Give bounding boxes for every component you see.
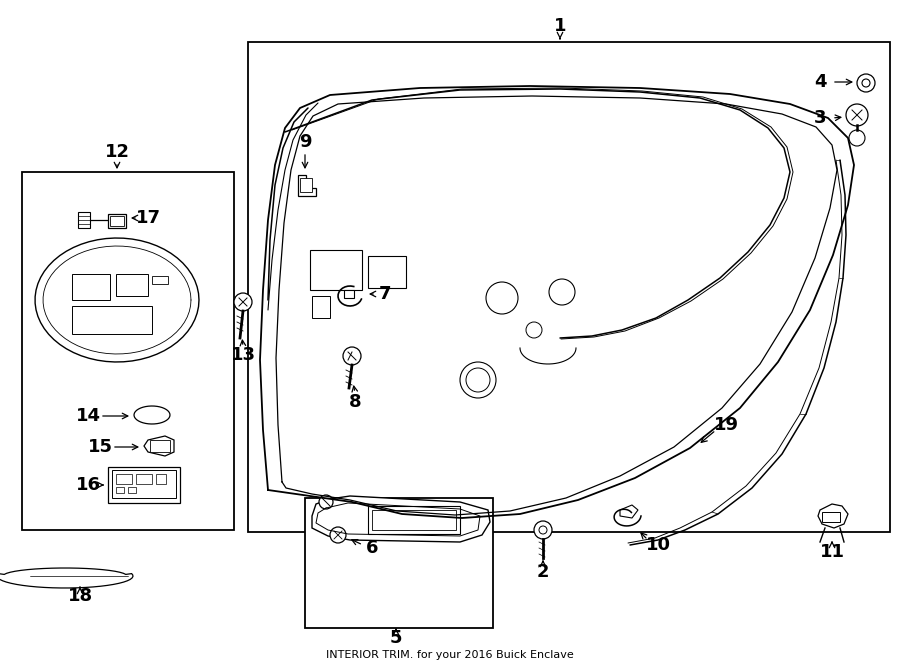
Text: 16: 16	[76, 476, 101, 494]
Bar	[300, 178, 312, 192]
Text: 13: 13	[230, 346, 256, 364]
Circle shape	[534, 521, 552, 539]
Text: 6: 6	[365, 539, 378, 557]
Text: 18: 18	[68, 587, 93, 605]
Bar	[372, 510, 456, 530]
Polygon shape	[134, 406, 170, 424]
Text: 3: 3	[814, 109, 826, 127]
Bar	[108, 467, 180, 503]
Circle shape	[549, 279, 575, 305]
Circle shape	[849, 130, 865, 146]
Circle shape	[862, 79, 870, 87]
Bar	[72, 274, 110, 300]
Bar	[156, 474, 166, 484]
Polygon shape	[0, 568, 133, 588]
Bar	[152, 276, 168, 284]
Circle shape	[539, 526, 547, 534]
Bar	[72, 306, 152, 334]
Bar	[116, 474, 132, 484]
Circle shape	[343, 347, 361, 365]
Text: 2: 2	[536, 563, 549, 581]
Text: 15: 15	[87, 438, 112, 456]
Text: 14: 14	[76, 407, 101, 425]
Polygon shape	[144, 436, 174, 456]
Bar	[136, 474, 152, 484]
Text: 10: 10	[645, 536, 670, 554]
Bar	[312, 296, 330, 318]
Polygon shape	[298, 175, 316, 196]
Bar	[822, 512, 840, 522]
Circle shape	[846, 104, 868, 126]
Bar	[108, 214, 126, 228]
Text: 5: 5	[390, 629, 402, 647]
Text: 7: 7	[379, 285, 392, 303]
Bar	[116, 487, 124, 493]
Text: 17: 17	[136, 209, 160, 227]
Circle shape	[330, 527, 346, 543]
Bar	[116, 274, 148, 296]
Text: 8: 8	[348, 393, 361, 411]
Bar	[128, 487, 136, 493]
Bar	[248, 42, 890, 532]
Circle shape	[460, 362, 496, 398]
Bar	[305, 498, 493, 628]
Polygon shape	[78, 212, 90, 228]
Circle shape	[234, 293, 252, 311]
Text: 9: 9	[299, 133, 311, 151]
Text: 11: 11	[820, 543, 844, 561]
Circle shape	[857, 74, 875, 92]
Bar	[344, 290, 354, 298]
Text: 12: 12	[104, 143, 130, 161]
Bar	[112, 470, 176, 498]
Bar	[110, 216, 124, 226]
Polygon shape	[818, 504, 848, 528]
Text: 1: 1	[554, 17, 566, 35]
Bar	[150, 440, 170, 452]
Bar	[22, 172, 234, 530]
Bar	[368, 256, 406, 288]
Circle shape	[526, 322, 542, 338]
Polygon shape	[620, 505, 638, 518]
Bar	[310, 250, 362, 290]
Polygon shape	[312, 496, 490, 542]
Text: 4: 4	[814, 73, 826, 91]
Circle shape	[466, 368, 490, 392]
Polygon shape	[35, 238, 199, 362]
Text: INTERIOR TRIM. for your 2016 Buick Enclave: INTERIOR TRIM. for your 2016 Buick Encla…	[326, 650, 574, 660]
Circle shape	[319, 495, 333, 509]
Text: 19: 19	[714, 416, 739, 434]
Bar	[368, 506, 460, 534]
Circle shape	[486, 282, 518, 314]
